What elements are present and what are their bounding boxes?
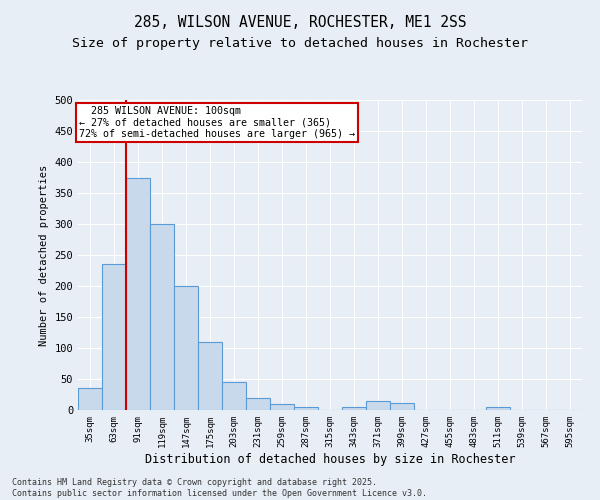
X-axis label: Distribution of detached houses by size in Rochester: Distribution of detached houses by size … (145, 452, 515, 466)
Bar (126, 178, 150, 410)
Bar (294, 407, 318, 410)
Text: 285 WILSON AVENUE: 100sqm  
← 27% of detached houses are smaller (365)
72% of se: 285 WILSON AVENUE: 100sqm ← 27% of detac… (79, 106, 355, 140)
Bar (78, 388, 102, 410)
Text: Size of property relative to detached houses in Rochester: Size of property relative to detached ho… (72, 38, 528, 51)
Bar (486, 407, 510, 410)
Bar (174, 286, 198, 410)
Bar (198, 342, 222, 410)
Bar (366, 400, 390, 410)
Bar (342, 407, 366, 410)
Bar (246, 398, 270, 410)
Bar (222, 382, 246, 410)
Bar (150, 224, 174, 410)
Bar (102, 264, 126, 410)
Bar (390, 402, 414, 410)
Y-axis label: Number of detached properties: Number of detached properties (39, 164, 49, 346)
Bar (270, 404, 294, 410)
Text: Contains HM Land Registry data © Crown copyright and database right 2025.
Contai: Contains HM Land Registry data © Crown c… (12, 478, 427, 498)
Text: 285, WILSON AVENUE, ROCHESTER, ME1 2SS: 285, WILSON AVENUE, ROCHESTER, ME1 2SS (134, 15, 466, 30)
